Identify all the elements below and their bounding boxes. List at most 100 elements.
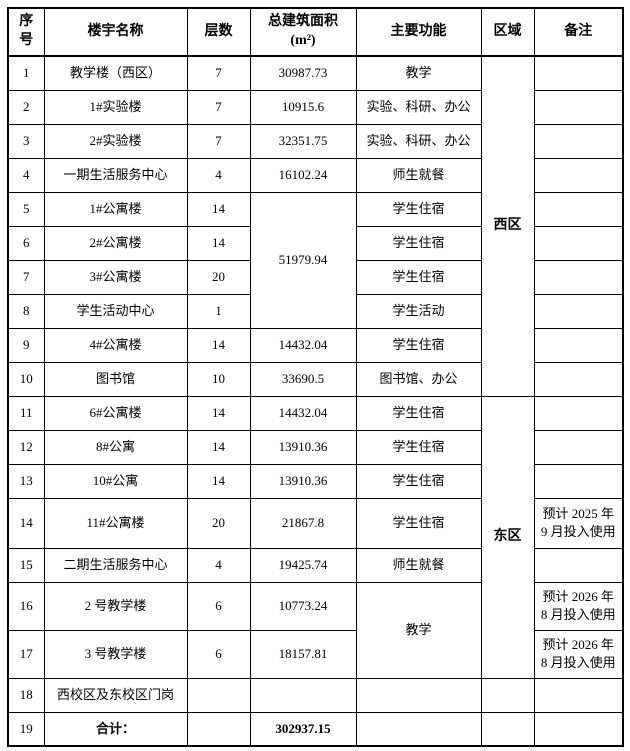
cell-remark: [533, 293, 624, 329]
cell-function: 实验、科研、办公: [355, 89, 482, 125]
cell-area-merged: 51979.94: [249, 191, 357, 329]
cell-building-name: 教学楼（西区）: [43, 55, 188, 91]
table-row: 2 1#实验楼 7 10915.6 实验、科研、办公: [7, 89, 624, 125]
cell-floors: 20: [186, 259, 251, 295]
cell-function: 师生就餐: [355, 547, 482, 583]
table-row: 4 一期生活服务中心 4 16102.24 师生就餐: [7, 157, 624, 193]
cell-floors: 4: [186, 157, 251, 193]
cell-floors: 14: [186, 191, 251, 227]
table-row: 11 6#公寓楼 14 14432.04 学生住宿 东区: [7, 395, 624, 679]
header-area: 总建筑面积 (m²): [249, 7, 357, 57]
cell-area: 32351.75: [249, 123, 357, 159]
cell-remark: 预计 2025 年 9 月投入使用: [533, 497, 624, 549]
cell-area: 14432.04: [249, 327, 357, 363]
cell-function: 学生住宿: [355, 395, 482, 431]
cell-function: [355, 677, 482, 713]
cell-remark: [533, 395, 624, 431]
cell-no: 9: [7, 327, 45, 363]
cell-building-name: 2 号教学楼: [43, 581, 188, 631]
cell-floors: 7: [186, 55, 251, 91]
cell-building-name: 一期生活服务中心: [43, 157, 188, 193]
cell-floors: 14: [186, 429, 251, 465]
remark-line: 预计 2026 年: [542, 637, 614, 653]
cell-remark: 预计 2026 年 8 月投入使用: [533, 581, 624, 631]
header-remark: 备注: [533, 7, 624, 57]
cell-zone-west: 西区: [480, 55, 535, 397]
header-zone: 区域: [480, 7, 535, 57]
header-function: 主要功能: [355, 7, 482, 57]
cell-no: 1: [7, 55, 45, 91]
cell-no: 16: [7, 581, 45, 631]
cell-no: 10: [7, 361, 45, 397]
cell-area: 14432.04: [249, 395, 357, 431]
table-row: 17 3 号教学楼 6 18157.81 预计 2026 年 8 月投入使用: [7, 629, 624, 679]
cell-building-name: 8#公寓: [43, 429, 188, 465]
cell-function: 学生住宿: [355, 259, 482, 295]
cell-floors: 14: [186, 463, 251, 499]
cell-no: 7: [7, 259, 45, 295]
cell-no: 4: [7, 157, 45, 193]
cell-function-merged: 教学: [355, 581, 482, 679]
table-body: 1 教学楼（西区） 7 30987.73 教学 西区 2 1#实验楼 7 109…: [7, 55, 624, 747]
table-row: 7 3#公寓楼 20 学生住宿: [7, 259, 624, 295]
cell-zone: [480, 711, 535, 747]
remark-line: 8 月投入使用: [540, 607, 616, 622]
cell-building-name: 1#公寓楼: [43, 191, 188, 227]
cell-area: 10773.24: [249, 581, 357, 631]
header-area-unit: (m²): [290, 33, 316, 48]
cell-area: [249, 677, 357, 713]
cell-area: 19425.74: [249, 547, 357, 583]
table-row-total: 19 合计： 302937.15: [7, 711, 624, 747]
cell-no: 19: [7, 711, 45, 747]
table-row: 14 11#公寓楼 20 21867.8 学生住宿 预计 2025 年 9 月投…: [7, 497, 624, 549]
cell-no: 3: [7, 123, 45, 159]
cell-function: 学生住宿: [355, 327, 482, 363]
table-row: 10 图书馆 10 33690.5 图书馆、办公: [7, 361, 624, 397]
cell-function: [355, 711, 482, 747]
header-building-name: 楼宇名称: [43, 7, 188, 57]
cell-remark: [533, 547, 624, 583]
cell-function: 学生住宿: [355, 429, 482, 465]
cell-function: 学生住宿: [355, 463, 482, 499]
table-row: 18 西校区及东校区门岗: [7, 677, 624, 713]
cell-area: 21867.8: [249, 497, 357, 549]
cell-function: 实验、科研、办公: [355, 123, 482, 159]
cell-floors: 14: [186, 327, 251, 363]
cell-building-name: 2#公寓楼: [43, 225, 188, 261]
cell-remark: [533, 259, 624, 295]
cell-floors: 1: [186, 293, 251, 329]
cell-floors: [186, 711, 251, 747]
cell-no: 13: [7, 463, 45, 499]
cell-function: 教学: [355, 55, 482, 91]
cell-total-area: 302937.15: [249, 711, 357, 747]
cell-floors: 20: [186, 497, 251, 549]
cell-floors: 10: [186, 361, 251, 397]
cell-remark: [533, 361, 624, 397]
cell-building-name: 学生活动中心: [43, 293, 188, 329]
cell-function: 图书馆、办公: [355, 361, 482, 397]
cell-area: 16102.24: [249, 157, 357, 193]
cell-no: 2: [7, 89, 45, 125]
remark-line: 预计 2025 年: [542, 506, 614, 522]
cell-floors: 6: [186, 629, 251, 679]
cell-floors: [186, 677, 251, 713]
cell-building-name: 1#实验楼: [43, 89, 188, 125]
cell-function: 学生住宿: [355, 497, 482, 549]
cell-area: 13910.36: [249, 429, 357, 465]
cell-no: 6: [7, 225, 45, 261]
cell-no: 8: [7, 293, 45, 329]
header-no: 序号: [7, 7, 45, 57]
cell-area: 18157.81: [249, 629, 357, 679]
cell-remark: [533, 677, 624, 713]
cell-zone-east: 东区: [480, 395, 535, 679]
cell-remark: [533, 711, 624, 747]
cell-zone: [480, 677, 535, 713]
cell-function: 师生就餐: [355, 157, 482, 193]
cell-area: 10915.6: [249, 89, 357, 125]
cell-building-name: 图书馆: [43, 361, 188, 397]
remark-line: 8 月投入使用: [540, 655, 616, 670]
cell-floors: 14: [186, 395, 251, 431]
cell-building-name: 6#公寓楼: [43, 395, 188, 431]
cell-floors: 14: [186, 225, 251, 261]
